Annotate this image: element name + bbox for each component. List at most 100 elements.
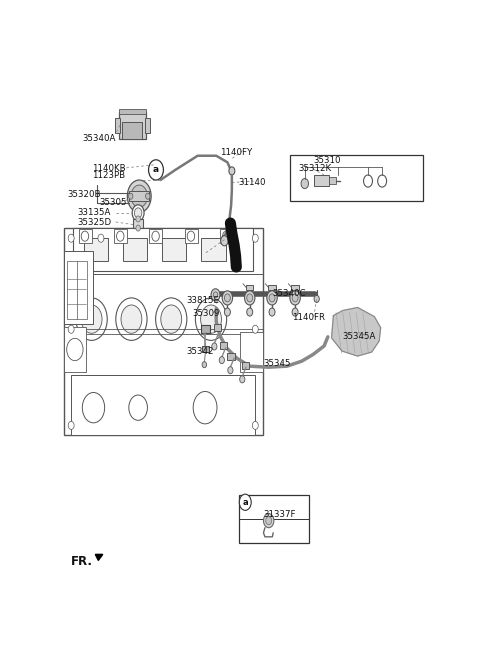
Text: 35345A: 35345A: [343, 332, 376, 342]
Bar: [129, 191, 149, 201]
Circle shape: [68, 325, 74, 333]
Bar: [220, 229, 233, 243]
Bar: [79, 229, 92, 243]
Circle shape: [131, 185, 147, 208]
Circle shape: [201, 305, 221, 333]
Bar: [149, 229, 162, 243]
Circle shape: [129, 193, 133, 199]
Circle shape: [76, 298, 107, 340]
Bar: [202, 325, 210, 333]
Text: 1123PB: 1123PB: [92, 171, 125, 181]
Circle shape: [135, 191, 143, 201]
Bar: [114, 229, 127, 243]
Bar: [220, 342, 228, 350]
Circle shape: [202, 361, 206, 368]
Text: a: a: [153, 166, 159, 174]
Circle shape: [121, 305, 142, 333]
Circle shape: [264, 514, 274, 528]
Circle shape: [292, 308, 298, 316]
Circle shape: [225, 308, 230, 316]
Circle shape: [252, 234, 258, 242]
Bar: [290, 155, 423, 201]
Circle shape: [269, 308, 275, 316]
Bar: [67, 261, 87, 319]
Polygon shape: [96, 555, 103, 560]
Bar: [202, 238, 226, 261]
Bar: [202, 346, 209, 352]
Circle shape: [134, 208, 142, 218]
Circle shape: [244, 291, 255, 305]
Bar: [240, 495, 309, 543]
Circle shape: [129, 395, 147, 420]
Circle shape: [211, 289, 220, 301]
Circle shape: [252, 325, 258, 333]
Circle shape: [187, 231, 195, 241]
Text: 33815E: 33815E: [186, 296, 219, 305]
Text: a: a: [242, 498, 248, 507]
Bar: [123, 238, 147, 261]
Circle shape: [247, 294, 252, 302]
Text: 35320B: 35320B: [67, 190, 101, 198]
Text: 35312K: 35312K: [298, 164, 331, 173]
Bar: [64, 251, 94, 324]
Circle shape: [290, 291, 300, 305]
Bar: [122, 122, 142, 139]
Bar: [64, 327, 86, 373]
Text: 35305: 35305: [99, 198, 127, 207]
Circle shape: [148, 160, 163, 180]
Bar: [291, 284, 299, 290]
Circle shape: [221, 236, 228, 246]
Bar: [154, 161, 158, 165]
Circle shape: [229, 167, 235, 175]
Bar: [133, 219, 144, 228]
Circle shape: [219, 357, 225, 364]
Circle shape: [225, 294, 230, 302]
Bar: [214, 324, 221, 330]
Circle shape: [67, 338, 83, 361]
Text: FR.: FR.: [71, 555, 93, 568]
Bar: [314, 175, 329, 186]
Text: 35345: 35345: [264, 359, 291, 368]
Circle shape: [212, 343, 217, 350]
Circle shape: [117, 231, 124, 241]
Circle shape: [240, 376, 245, 383]
Circle shape: [247, 308, 252, 316]
Text: 31140: 31140: [239, 177, 266, 187]
Text: 35340A: 35340A: [83, 134, 116, 143]
Circle shape: [116, 298, 147, 340]
Circle shape: [301, 179, 309, 189]
Bar: [145, 118, 150, 133]
Circle shape: [156, 298, 187, 340]
Bar: [228, 353, 235, 360]
Bar: [115, 118, 120, 133]
Text: 33135A: 33135A: [78, 208, 111, 217]
Text: 1140FR: 1140FR: [292, 313, 325, 322]
Circle shape: [223, 234, 228, 242]
Bar: [84, 238, 108, 261]
Text: 35310: 35310: [313, 156, 340, 166]
Bar: [73, 228, 253, 271]
Circle shape: [314, 296, 319, 302]
Bar: [71, 374, 255, 436]
Circle shape: [193, 392, 217, 424]
Bar: [246, 284, 253, 290]
Circle shape: [228, 367, 233, 374]
Circle shape: [145, 193, 150, 199]
Text: 31337F: 31337F: [264, 510, 296, 520]
Bar: [185, 229, 198, 243]
Circle shape: [136, 225, 140, 231]
Circle shape: [195, 298, 227, 340]
Circle shape: [266, 516, 272, 525]
Circle shape: [252, 421, 258, 430]
Circle shape: [154, 173, 158, 179]
Circle shape: [68, 234, 74, 242]
Text: 1140KB: 1140KB: [92, 164, 125, 173]
Circle shape: [98, 234, 104, 242]
Bar: [119, 112, 145, 139]
Circle shape: [267, 291, 277, 305]
Circle shape: [132, 205, 144, 221]
Circle shape: [213, 292, 218, 298]
Circle shape: [127, 180, 151, 212]
Circle shape: [223, 231, 230, 241]
Bar: [329, 177, 336, 184]
